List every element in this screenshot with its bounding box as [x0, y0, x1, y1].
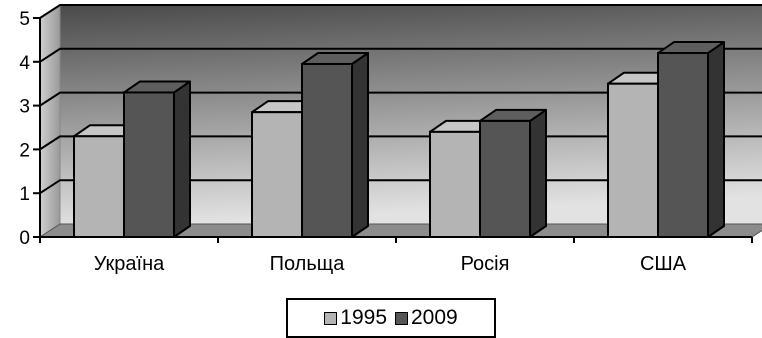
bar-side-2009-1	[351, 51, 369, 238]
side-wall	[39, 4, 61, 238]
x-tick-label-0: Україна	[94, 253, 165, 275]
bar-front-2009-3	[657, 52, 709, 239]
bar-front-1995-2	[429, 130, 481, 239]
y-tick-label-0: 0	[19, 228, 30, 249]
bar-front-2009-2	[479, 119, 531, 238]
bar-front-2009-1	[301, 62, 353, 238]
tick-labels: 0 1 2 3 4 5 Україна Польща Росія США	[19, 9, 686, 275]
y-tick-label-4: 4	[19, 53, 30, 74]
legend-label-1995: 1995	[340, 306, 387, 329]
bar-front-1995-1	[251, 111, 303, 238]
legend-item-1995: 1995	[324, 306, 387, 330]
y-tick-label-2: 2	[19, 140, 30, 161]
bar-2009-1	[301, 51, 369, 238]
gridline-5	[39, 4, 762, 19]
bar-front-1995-0	[73, 135, 125, 238]
bar-2009-0	[123, 80, 191, 238]
legend-swatch-2009	[395, 311, 408, 325]
bar-2009-2	[479, 108, 547, 238]
legend: 1995 2009	[286, 298, 496, 338]
gridline-4	[39, 47, 762, 63]
x-tick-label-2: Росія	[461, 253, 510, 275]
bar-side-2009-2	[529, 108, 547, 238]
legend-swatch-1995	[324, 311, 338, 325]
gridline-3	[39, 91, 762, 107]
bar-2009-3	[657, 41, 725, 239]
y-tick-label-5: 5	[19, 9, 30, 30]
x-tick-label-3: США	[640, 253, 687, 275]
bar-front-1995-3	[607, 82, 659, 238]
bar-side-2009-3	[707, 41, 725, 238]
chart-back-wall	[38, 4, 762, 238]
bar-front-2009-0	[123, 91, 175, 238]
bar-side-2009-0	[173, 80, 191, 238]
legend-item-2009: 2009	[395, 306, 458, 330]
x-tick-label-1: Польща	[270, 253, 346, 275]
bars	[73, 41, 725, 239]
legend-label-2009: 2009	[411, 306, 458, 329]
y-tick-label-1: 1	[19, 184, 30, 205]
y-tick-label-3: 3	[19, 97, 30, 118]
